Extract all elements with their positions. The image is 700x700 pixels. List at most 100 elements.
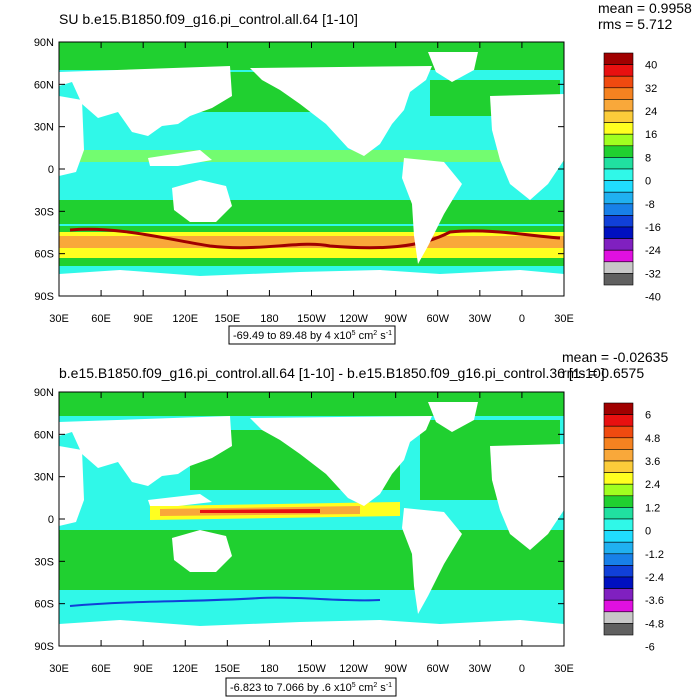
- panel-2-colorbar-swatch: [603, 472, 634, 485]
- panel-2-land-australia: [172, 530, 232, 572]
- panel-1-colorbar-swatch: [603, 99, 634, 112]
- panel-2-land-greenland: [428, 402, 478, 432]
- panel-2-lon-label: 30E: [49, 663, 69, 675]
- panel-2-eq-red: [200, 509, 320, 513]
- panel-1-colorbar-label: -40: [645, 292, 661, 304]
- panel-1-colorbar-swatch: [603, 273, 634, 286]
- panel-1-lon-label: 120W: [339, 313, 368, 325]
- panel-2-land-south-america: [402, 508, 462, 614]
- panel-2-colorbar-swatch: [603, 507, 634, 520]
- panel-1-colorbar-swatch: [603, 110, 634, 123]
- panel-2-colorbar-label: 4.8: [645, 433, 660, 445]
- panel-2-colorbar-swatch: [603, 437, 634, 450]
- panel-2-lon-label: 90W: [384, 663, 407, 675]
- panel-2-lon-label: 60W: [426, 663, 449, 675]
- panel-1-colorbar-swatch: [603, 261, 634, 274]
- panel-1-colorbar-swatch: [603, 191, 634, 205]
- panel-1-colorbar-swatch: [603, 203, 634, 216]
- panel-1-colorbar-swatch: [603, 226, 634, 239]
- panel-1-colorbar-label: -16: [645, 222, 661, 234]
- panel-2-colorbar-swatch: [603, 449, 634, 462]
- panel-1-range-tail: s: [377, 330, 386, 342]
- panel-2-land: [59, 402, 564, 646]
- panel-2-mean: mean = -0.02635: [562, 349, 668, 365]
- panel-2-colorbar-swatch: [603, 518, 634, 531]
- panel-2-colorbar-swatch: [603, 483, 634, 497]
- panel-2-rms: rms = 0.6575: [562, 365, 644, 381]
- panel-2-lon-label: 150E: [214, 663, 240, 675]
- panel-1-colorbar-swatch: [603, 168, 634, 181]
- panel-1-map: [59, 42, 564, 296]
- panel-2-band-south-indian: [59, 530, 564, 590]
- panel-1-lon-label: 90W: [384, 313, 407, 325]
- panel-1-lat-label: 30N: [34, 122, 54, 134]
- panel-1-land-australia: [172, 180, 232, 222]
- panel-2-colorbar-label: -1.2: [645, 549, 664, 561]
- panel-2-lon-label: 30E: [554, 663, 574, 675]
- panel-2-lon-label: 30W: [469, 663, 492, 675]
- panel-1-lon-label: 150W: [297, 313, 326, 325]
- panel-2-colorbar: 6 4.8 3.6 2.4 1.2 0 -1.2 -2.4 -3.6 -4.8 -6: [603, 402, 664, 654]
- panel-2-lat-label: 60N: [34, 429, 54, 441]
- panel-1-rms: rms = 5.712: [598, 16, 673, 32]
- panel-1-range-box: [228, 325, 396, 345]
- panel-1-lat-label: 90N: [34, 37, 54, 49]
- panel-1-lat-label: 90S: [34, 291, 54, 303]
- panel-2-lat-label: 30S: [34, 556, 54, 568]
- panel-1-land-greenland: [428, 52, 478, 82]
- panel-1-colorbar-swatch: [603, 87, 634, 100]
- panel-1-range-tail-exp: -1: [386, 330, 392, 337]
- panel-1-colorbar-label: 40: [645, 60, 657, 72]
- panel-1-lon-label: 30W: [469, 313, 492, 325]
- panel-1-acc-core: [69, 227, 561, 250]
- panel-2-colorbar-swatch: [603, 623, 634, 636]
- panel-2-lon-label: 150W: [297, 663, 326, 675]
- panel-2-lat-label: 0: [48, 514, 54, 526]
- panel-1-range-exp: 5: [352, 330, 356, 337]
- panel-1-colorbar-swatch: [603, 215, 634, 228]
- panel-2-colorbar-label: 6: [645, 410, 651, 422]
- panel-2-colorbar-swatch: [603, 588, 634, 601]
- panel-1-colorbar-label: -32: [645, 268, 661, 280]
- panel-2-map: [59, 392, 564, 646]
- panel-1-lon-axis: 30E 60E 90E 120E 150E 180 150W 120W 90W 60W 30W 0 30…: [49, 42, 574, 325]
- panel-2-colorbar-swatch: [603, 530, 634, 543]
- panel-1-lat-label: 0: [48, 164, 54, 176]
- panel-2-colorbar-label: 3.6: [645, 456, 660, 468]
- panel-2-colorbar-swatch: [603, 460, 634, 473]
- panel-2-colorbar-label: -6: [645, 642, 655, 654]
- panel-1-range-units-exp: 2: [373, 330, 377, 337]
- panel-1-title: SU b.e15.B1850.f09_g16.pi_control.all.64…: [59, 11, 358, 27]
- panel-1-range-text: -69.49 to 89.48 by 4 x105 cm2 s-1: [233, 330, 392, 342]
- panel-2-land-north-america: [250, 416, 432, 506]
- panel-2-title: b.e15.B1850.f09_g16.pi_control.all.64 [1…: [59, 365, 605, 381]
- panel-1-lon-label: 60E: [91, 313, 111, 325]
- panel-2-colorbar-label: 2.4: [645, 479, 660, 491]
- panel-1-acc-orange: [59, 236, 564, 248]
- panel-1-colorbar-label: 16: [645, 129, 657, 141]
- panel-1-band-south: [59, 200, 564, 224]
- panel-2-range-exp: 5: [352, 682, 356, 689]
- panel-2-colorbar-label: -3.6: [645, 595, 664, 607]
- panel-1-colorbar-swatch: [603, 122, 634, 135]
- panel-2-lon-label: 120W: [339, 663, 368, 675]
- panel-1-land: [59, 52, 564, 296]
- panel-1-lon-label: 0: [519, 313, 525, 325]
- panel-2-colorbar-label: -2.4: [645, 572, 664, 584]
- panel-1: SU b.e15.B1850.f09_g16.pi_control.all.64…: [34, 0, 692, 345]
- panel-1-colorbar-label: -8: [645, 199, 655, 211]
- panel-1-range-units: cm: [356, 330, 374, 342]
- panel-2-range-text: -6.823 to 7.066 by .6 x105 cm2 s-1: [230, 682, 392, 694]
- panel-1-land-antarctica: [59, 270, 564, 296]
- panel-2-range-units: cm: [356, 682, 374, 694]
- panel-1-colorbar-label: 32: [645, 83, 657, 95]
- panel-1-colorbar-swatch: [603, 157, 634, 170]
- panel-1-colorbar-swatch: [603, 249, 634, 263]
- panel-2-lat-label: 90S: [34, 641, 54, 653]
- panel-1-land-indonesia: [148, 150, 212, 166]
- panel-2-lon-label: 60E: [91, 663, 111, 675]
- panel-2-colorbar-label: 0: [645, 526, 651, 538]
- panel-1-lat-label: 60N: [34, 79, 54, 91]
- panel-2-lon-label: 90E: [133, 663, 153, 675]
